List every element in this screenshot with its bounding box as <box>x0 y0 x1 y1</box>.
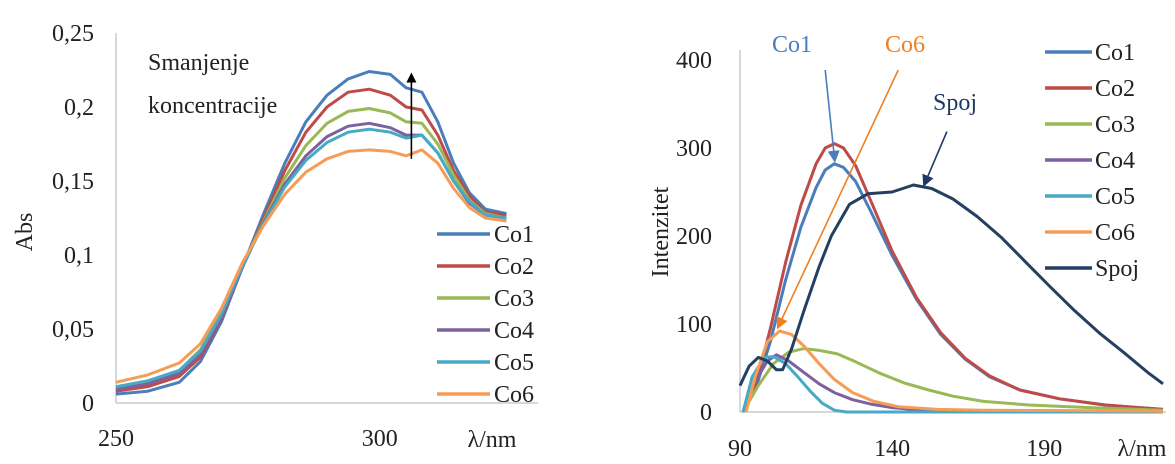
fluor-series-line-co2 <box>741 142 1164 413</box>
abs-y-tick-label: 0,2 <box>64 95 94 121</box>
fluor-legend-label-co5: Co5 <box>1095 184 1135 210</box>
fluor-annotations: Co1 Co6 Spoj <box>772 32 977 330</box>
fluor-series-line-co6 <box>744 329 1164 413</box>
fluor-x-tick-labels: 90 140 190 <box>728 436 1062 462</box>
fluor-y-tick-label: 300 <box>676 136 712 162</box>
fluor-chart: 0 100 200 300 400 90 140 190 Intenzitet λ/nm C… <box>648 32 1167 462</box>
abs-y-tick-label: 0,25 <box>52 21 94 47</box>
fluor-y-tick-label: 0 <box>700 400 712 426</box>
fluor-legend-label-co3: Co3 <box>1095 112 1135 138</box>
abs-annotation-line2: koncentracije <box>148 93 277 119</box>
fluor-y-tick-label: 400 <box>676 48 712 74</box>
abs-legend: Co1 Co2 Co3 Co4 Co5 Co6 <box>437 222 534 408</box>
abs-y-tick-label: 0 <box>82 391 94 417</box>
abs-x-axis-label: λ/nm <box>468 427 517 453</box>
fluor-annotation-arrow-spoj <box>922 131 948 187</box>
abs-legend-label-co6: Co6 <box>494 382 534 408</box>
fluor-annotation-arrow-co6 <box>776 69 899 330</box>
abs-x-tick-label: 300 <box>362 426 398 452</box>
fluor-series-line-co3 <box>741 347 1164 413</box>
fluor-y-tick-label: 100 <box>676 312 712 338</box>
fluor-annotation-co6: Co6 <box>885 32 925 58</box>
abs-y-axis-label: Abs <box>12 213 38 252</box>
abs-series-line-co6 <box>115 148 507 384</box>
abs-y-tick-label: 0,15 <box>52 169 94 195</box>
fluor-series-line-spoj <box>738 183 1164 387</box>
fluor-annotation-spoj: Spoj <box>933 90 977 116</box>
fluor-legend-label-spoj: Spoj <box>1095 256 1139 282</box>
fluor-x-tick-label: 90 <box>728 436 752 462</box>
abs-annotation-line1: Smanjenje <box>148 50 249 76</box>
abs-y-tick-label: 0,1 <box>64 243 94 269</box>
abs-series-lines <box>115 70 507 396</box>
abs-legend-label-co2: Co2 <box>494 254 534 280</box>
abs-x-tick-labels: 250 300 <box>98 426 398 452</box>
fluor-legend-label-co6: Co6 <box>1095 220 1135 246</box>
fluor-annotation-co1: Co1 <box>772 32 812 58</box>
abs-chart: 0 0,05 0,1 0,15 0,2 0,25 250 300 Abs λ/nm Sman… <box>12 21 538 453</box>
fluor-y-tick-labels: 0 100 200 300 400 <box>676 48 712 426</box>
fluor-legend-label-co4: Co4 <box>1095 148 1135 174</box>
fluor-y-axis-label: Intenzitet <box>648 186 674 277</box>
fluor-legend: Co1 Co2 Co3 Co4 Co5 Co6 Spoj <box>1045 40 1139 282</box>
fluor-series-line-co4 <box>741 353 1164 414</box>
fluor-legend-label-co1: Co1 <box>1095 40 1135 66</box>
fluor-annotation-arrow-co1 <box>824 69 840 163</box>
abs-x-tick-label: 250 <box>98 426 134 452</box>
abs-series-line-co1 <box>115 70 507 396</box>
abs-legend-label-co1: Co1 <box>494 222 534 248</box>
abs-y-tick-label: 0,05 <box>52 317 94 343</box>
fluor-series-lines <box>738 142 1164 414</box>
fluor-legend-label-co2: Co2 <box>1095 76 1135 102</box>
fluor-x-tick-label: 190 <box>1026 436 1062 462</box>
abs-y-tick-labels: 0 0,05 0,1 0,15 0,2 0,25 <box>52 21 94 417</box>
fluor-x-axis-label: λ/nm <box>1118 436 1167 462</box>
abs-legend-label-co5: Co5 <box>494 350 534 376</box>
abs-series-line-co5 <box>115 127 507 389</box>
fluor-y-tick-label: 200 <box>676 224 712 250</box>
fluor-x-tick-label: 140 <box>874 436 910 462</box>
abs-legend-label-co3: Co3 <box>494 286 534 312</box>
abs-legend-label-co4: Co4 <box>494 318 534 344</box>
abs-series-line-co2 <box>115 87 507 393</box>
